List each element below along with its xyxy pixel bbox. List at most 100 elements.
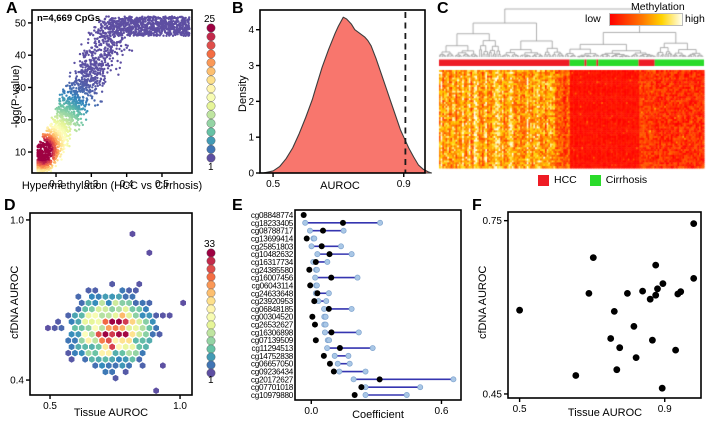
svg-text:1: 1 [248,133,254,144]
axis-ticks: 0.2 0.3 0.4 0.5 10 20 30 40 50 [15,18,169,190]
svg-text:cg08788717: cg08788717 [251,227,294,236]
svg-text:0: 0 [248,169,254,180]
svg-text:30: 30 [15,83,27,94]
density-colorbar-dots [206,23,216,163]
svg-text:cg09236434: cg09236434 [251,368,294,377]
count-colorbar-dots [206,248,216,378]
svg-text:0.3: 0.3 [84,179,98,190]
panel-d-ylabel: cfDNA AUROC [9,265,21,339]
hcc-swatch [538,174,549,186]
hcc-label: HCC [554,174,577,186]
panel-b-xlabel: AUROC [320,180,360,192]
svg-text:cg25851803: cg25851803 [251,242,294,251]
svg-text:cg06848185: cg06848185 [251,305,294,314]
svg-text:0.4: 0.4 [10,376,24,387]
svg-text:cg23920953: cg23920953 [251,297,294,306]
svg-text:1.0: 1.0 [173,401,187,412]
panel-e: E cg08848774 cg18233405 cg08788717 cg136994… [228,195,468,423]
cirrhosis-label: Cirrhosis [605,174,648,186]
svg-text:cg20172627: cg20172627 [251,375,294,384]
density-area [262,16,433,174]
panel-a-xlabel: Hypermethylation (HCC vs Cirrhosis) [21,180,203,192]
svg-text:0.75: 0.75 [483,216,503,227]
svg-text:cg07701018: cg07701018 [251,383,294,392]
panel-a-annotation: n=4,669 CpGs [37,13,101,24]
panel-d-label: D [4,197,16,214]
panel-c-label: C [437,0,449,17]
panel-e-xlabel: Coefficient [352,409,404,421]
axis-ticks: 0.5 1.0 0.4 1.0 [10,215,187,412]
svg-text:0.6: 0.6 [435,406,449,417]
svg-text:3: 3 [248,61,254,72]
panel-f-label: F [472,197,482,214]
panel-e-label: E [232,197,243,214]
svg-text:0.2: 0.2 [49,179,63,190]
svg-text:cg10482632: cg10482632 [251,250,294,259]
svg-text:cg00304520: cg00304520 [251,313,294,322]
cirrhosis-swatch [589,174,601,186]
colorbar-high-label: high [685,13,705,25]
panel-a-label: A [6,0,18,17]
panel-b-label: B [232,0,244,17]
panel-f-ylabel: cfDNA AUROC [477,265,489,339]
svg-text:cg16007456: cg16007456 [251,274,294,283]
svg-text:cg16306898: cg16306898 [251,328,294,337]
panel-d-legend-min: 1 [208,375,214,386]
hexbin-cells [45,230,186,394]
svg-text:cg24385580: cg24385580 [251,266,294,275]
panel-f-xlabel: Tissue AUROC [567,407,643,419]
svg-text:0.4: 0.4 [120,179,134,190]
density-plot: 0.5 0.9 0 1 2 3 4 [248,9,433,190]
panel-b: B 0.5 0.9 0 1 2 3 4 AUROC Density [228,0,433,195]
axis-ticks: 0.5 0.9 0.45 0.75 [483,216,673,415]
scatter-points [516,220,698,392]
axis-ticks: 0.0 0.6 [304,400,449,417]
svg-text:0.5: 0.5 [266,179,280,190]
svg-text:0.5: 0.5 [155,179,169,190]
svg-text:cg24633648: cg24633648 [251,289,294,298]
colorbar-low-label: low [585,13,601,25]
class-legend: HCC Cirrhosis [538,174,647,186]
svg-text:cg10979880: cg10979880 [251,391,294,400]
panel-b-ylabel: Density [237,75,249,112]
svg-text:0.5: 0.5 [513,404,527,415]
svg-text:cg14752838: cg14752838 [251,352,294,361]
svg-text:1.0: 1.0 [10,215,24,226]
svg-text:0.9: 0.9 [658,404,672,415]
svg-text:cg06043114: cg06043114 [252,281,294,290]
methylation-colorbar [609,13,683,26]
scatter-points [36,15,191,173]
scatter-density-plot: 0.2 0.3 0.4 0.5 10 20 30 40 50 [15,9,216,190]
panel-d-legend-max: 33 [204,239,216,250]
methylation-colorbar-title: Methylation [631,1,685,13]
panel-d: D 0.5 1.0 0.4 1.0 Tissue AUROC cfDNA AUROC … [0,195,228,423]
svg-text:0.45: 0.45 [483,389,503,400]
svg-text:0.0: 0.0 [304,406,318,417]
svg-text:cg26532627: cg26532627 [251,321,294,330]
svg-text:cg11294513: cg11294513 [252,344,294,353]
svg-text:2: 2 [248,97,254,108]
svg-text:cg16317734: cg16317734 [251,258,294,267]
svg-text:cg13699414: cg13699414 [251,234,294,243]
svg-text:50: 50 [15,18,27,29]
panel-a-ylabel: -log(P-value) [10,65,22,128]
axis-ticks: 0.5 0.9 0 1 2 3 4 [248,25,411,190]
svg-text:cg18233405: cg18233405 [251,219,294,228]
panel-a-legend-min: 1 [208,162,214,173]
coefficient-rows [300,212,457,398]
svg-text:4: 4 [248,25,254,36]
cpg-axis-labels: cg08848774cg18233405cg08788717cg13699414… [251,211,294,400]
svg-text:10: 10 [15,148,27,159]
svg-text:20: 20 [15,115,27,126]
panel-d-xlabel: Tissue AUROC [73,407,149,419]
svg-text:cg07139509: cg07139509 [251,336,294,345]
svg-text:cg08848774: cg08848774 [251,211,294,220]
panel-f: F 0.5 0.9 0.45 0.75 Tissue AUROC cfDNA AURO… [468,195,709,423]
svg-text:cg06657050: cg06657050 [251,360,294,369]
panel-a-legend-max: 25 [204,14,216,25]
panel-c: C Methylation low high HCC Cirrhosis [433,0,709,195]
heatmap-canvas [433,0,709,195]
svg-text:0.5: 0.5 [43,401,57,412]
auroc-scatter-plot: 0.5 0.9 0.45 0.75 [483,211,702,415]
